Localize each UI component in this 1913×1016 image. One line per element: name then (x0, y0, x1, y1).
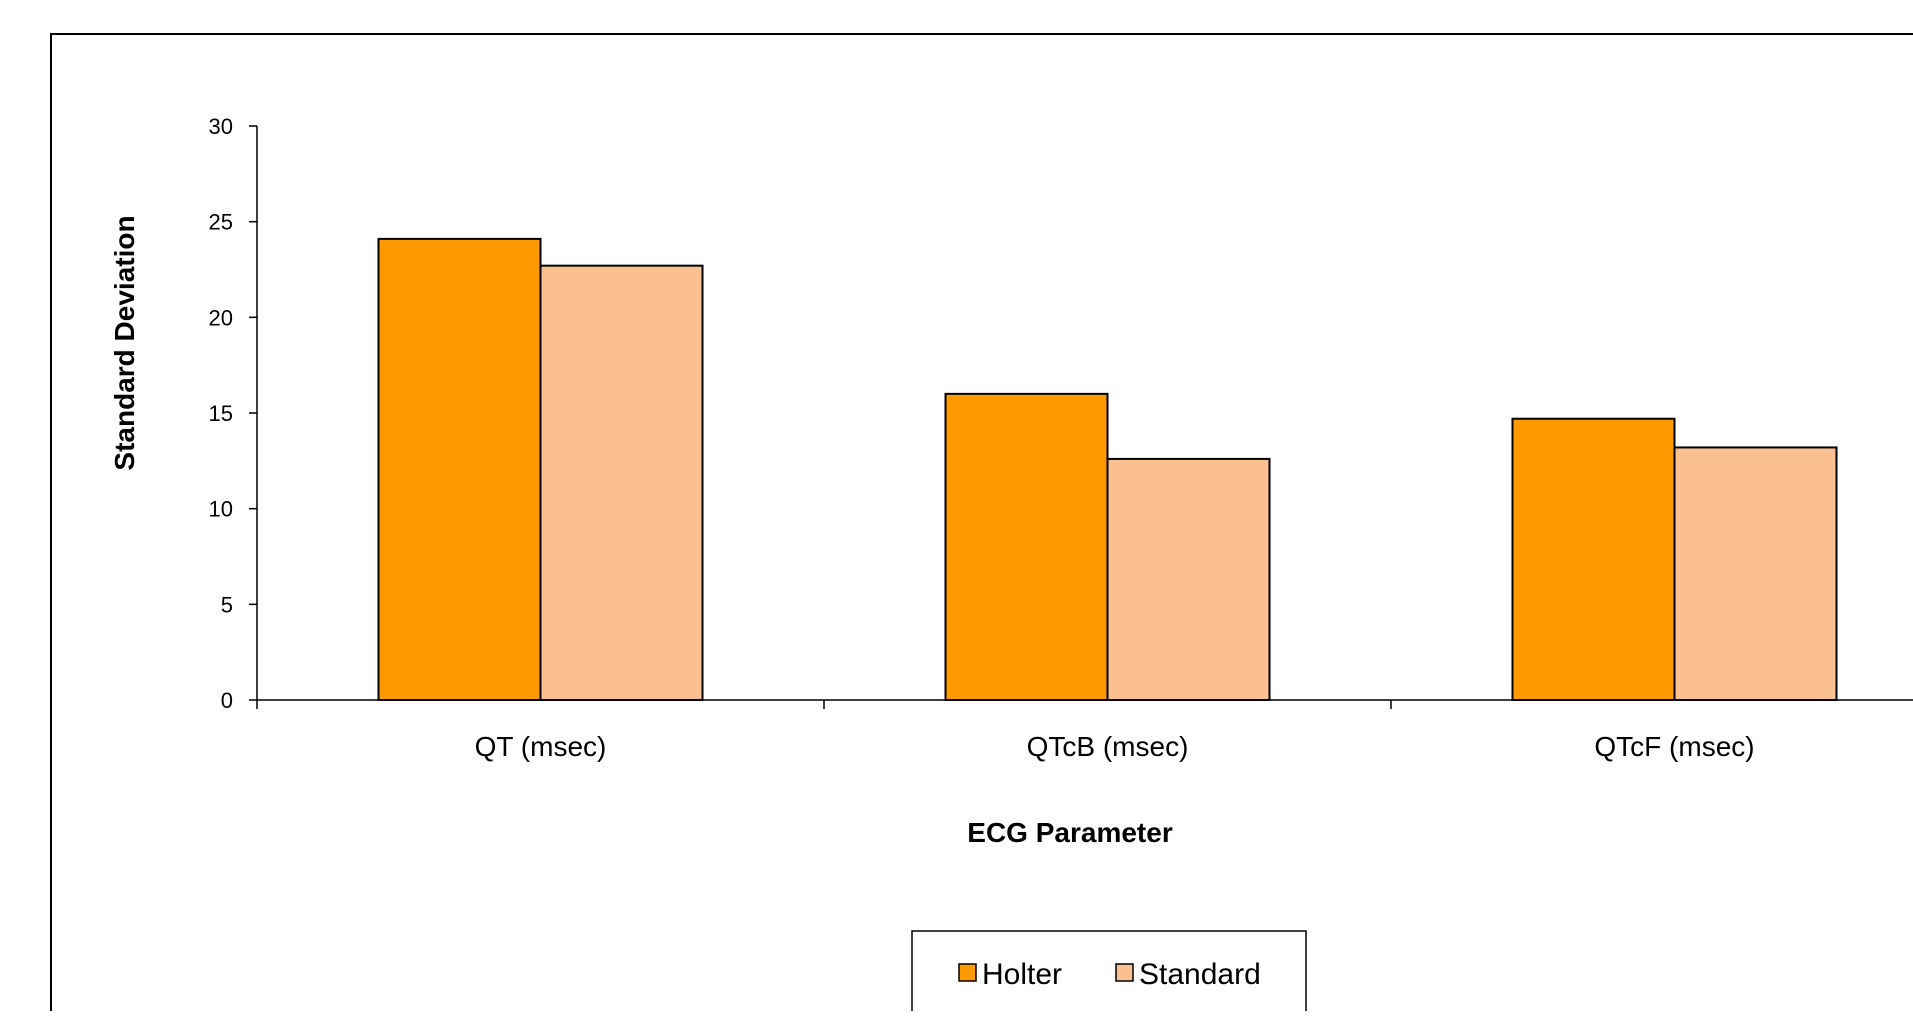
x-axis-title: ECG Parameter (967, 817, 1173, 848)
x-tick-label: QT (msec) (475, 731, 607, 762)
bar-holter-1 (944, 392, 1109, 701)
y-tick-label: 30 (209, 114, 233, 139)
bar-holter-2 (1511, 417, 1676, 701)
legend-swatch-standard (1115, 963, 1134, 982)
y-tick-label: 25 (209, 210, 233, 235)
bars (377, 237, 1838, 702)
legend-label-holter: Holter (982, 958, 1062, 991)
y-tick-label: 5 (221, 592, 233, 617)
legend: Holter Standard (911, 930, 1307, 1016)
x-axis-ticks: QT (msec) QTcB (msec) QTcF (msec) (256, 700, 1755, 762)
y-tick-label: 15 (209, 401, 233, 426)
bar-holter-0 (377, 237, 542, 702)
chart-border (50, 33, 1913, 1016)
legend-label-standard: Standard (1139, 958, 1261, 991)
y-tick-label: 0 (221, 688, 233, 713)
y-tick-label: 20 (209, 305, 233, 330)
legend-swatch-holter (958, 963, 977, 982)
y-axis-ticks: 0 5 10 15 20 25 30 (209, 114, 257, 713)
bar-standard-2 (1673, 446, 1838, 701)
bar-standard-1 (1106, 457, 1271, 702)
x-tick-label: QTcF (msec) (1594, 731, 1754, 762)
bar-standard-0 (539, 264, 704, 701)
y-axis-title: Standard Deviation (109, 215, 140, 470)
legend-box (911, 930, 1307, 1016)
y-tick-label: 10 (209, 497, 233, 522)
x-tick-label: QTcB (msec) (1027, 731, 1189, 762)
